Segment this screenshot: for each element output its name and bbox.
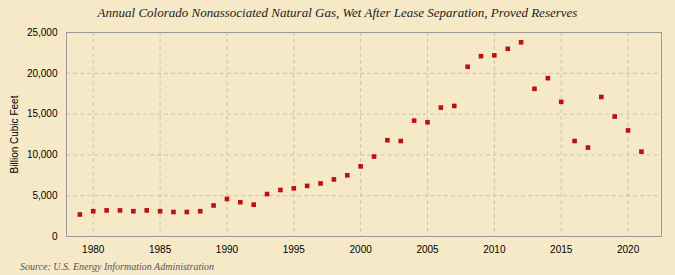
svg-text:1995: 1995 [283, 244, 306, 255]
svg-text:2000: 2000 [350, 244, 373, 255]
svg-text:1985: 1985 [149, 244, 172, 255]
svg-text:10,000: 10,000 [27, 149, 58, 160]
svg-text:20,000: 20,000 [27, 68, 58, 79]
svg-text:2010: 2010 [483, 244, 506, 255]
svg-text:1990: 1990 [216, 244, 239, 255]
svg-text:1980: 1980 [82, 244, 105, 255]
svg-text:2020: 2020 [617, 244, 640, 255]
svg-text:Billion Cubic Feet: Billion Cubic Feet [9, 95, 20, 173]
svg-text:25,000: 25,000 [27, 27, 58, 38]
svg-text:5,000: 5,000 [32, 190, 57, 201]
svg-text:0: 0 [52, 231, 58, 242]
svg-text:2015: 2015 [550, 244, 573, 255]
html-text:Source: U.S. Energy Informatio: Source: U.S. Energy Information Administ… [20, 261, 215, 272]
svg-text:2005: 2005 [416, 244, 439, 255]
svg-text:15,000: 15,000 [27, 108, 58, 119]
html-text:Annual Colorado Nonassociated: Annual Colorado Nonassociated Natural Ga… [97, 5, 578, 20]
